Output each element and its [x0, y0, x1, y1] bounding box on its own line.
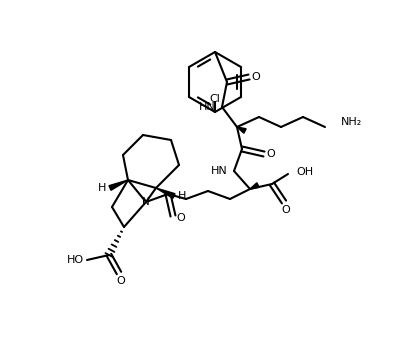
Text: HO: HO — [66, 255, 84, 265]
Text: HN: HN — [211, 166, 227, 176]
Text: HN: HN — [199, 102, 215, 112]
Text: N: N — [142, 197, 150, 207]
Text: H: H — [98, 183, 106, 193]
Text: O: O — [177, 213, 185, 223]
Text: H: H — [178, 191, 186, 201]
Text: O: O — [282, 205, 291, 215]
Text: O: O — [267, 149, 275, 159]
Polygon shape — [237, 127, 246, 133]
Text: Cl: Cl — [210, 94, 220, 104]
Polygon shape — [109, 180, 128, 190]
Text: NH₂: NH₂ — [341, 117, 362, 127]
Text: O: O — [252, 72, 260, 82]
Polygon shape — [156, 188, 175, 198]
Polygon shape — [250, 183, 259, 189]
Text: O: O — [117, 276, 125, 286]
Text: OH: OH — [296, 167, 313, 177]
